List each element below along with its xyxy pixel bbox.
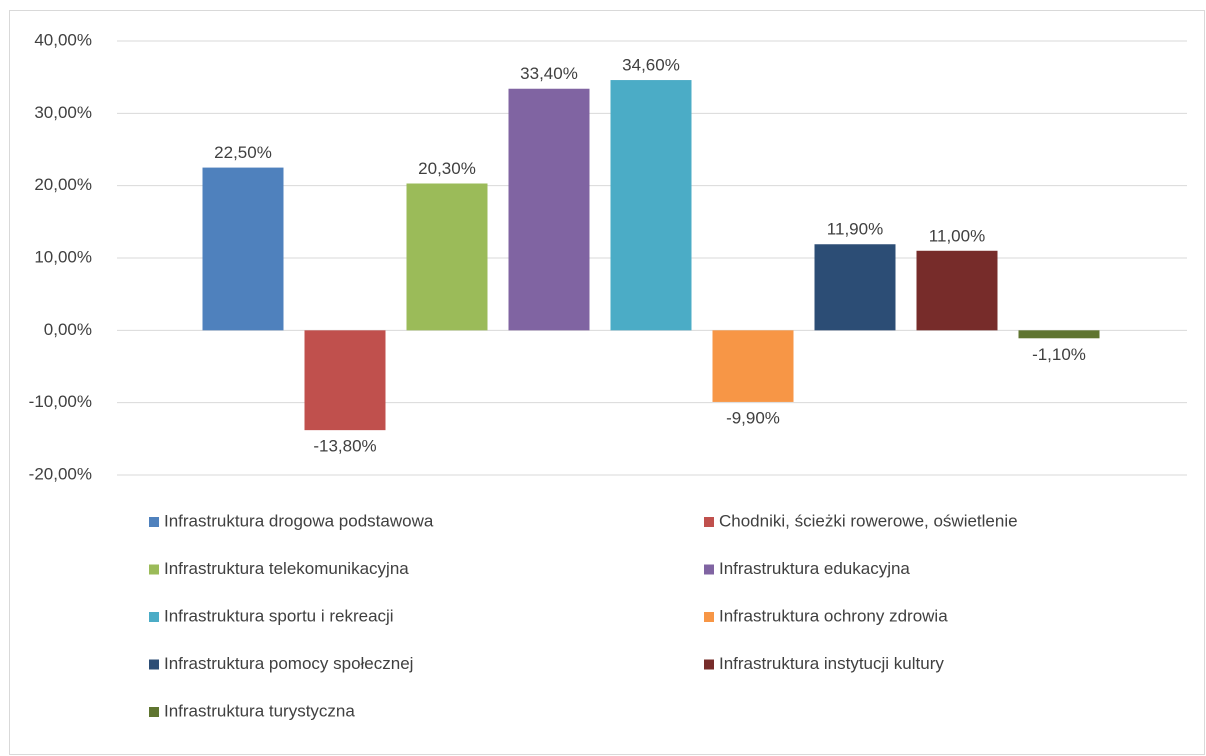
legend-label: Infrastruktura drogowa podstawowa [164,511,434,530]
legend-label: Infrastruktura sportu i rekreacji [164,606,394,625]
bar [406,183,488,331]
data-label: 20,30% [418,159,476,178]
chart-border [9,10,1205,755]
y-tick-label: -10,00% [29,392,92,411]
data-label: 11,00% [929,226,985,245]
legend-label: Chodniki, ścieżki rowerowe, oświetlenie [719,511,1018,530]
bar [814,244,896,331]
data-label: 33,40% [520,64,578,83]
bar [508,88,590,331]
y-tick-label: 30,00% [34,103,92,122]
legend-label: Infrastruktura instytucji kultury [719,654,944,673]
data-label: -9,90% [726,408,780,427]
legend-label: Infrastruktura telekomunikacyjna [164,559,409,578]
legend-swatch [149,564,159,575]
legend-swatch [704,564,714,575]
y-tick-label: 10,00% [34,247,92,266]
legend-swatch [149,517,159,527]
legend-swatch [704,612,714,622]
legend-swatch [704,659,714,670]
data-label: -13,80% [313,437,376,456]
legend-swatch [704,517,714,527]
y-tick-label: 0,00% [44,320,92,339]
data-label: 11,90% [827,220,883,239]
bar [610,80,692,331]
data-label: 34,60% [622,56,680,75]
y-tick-label: 40,00% [34,30,92,49]
legend-swatch [149,707,159,717]
data-label: 22,50% [214,143,272,162]
legend-swatch [149,612,159,622]
y-tick-label: 20,00% [34,175,92,194]
legend-label: Infrastruktura turystyczna [164,701,355,720]
bar [304,330,386,431]
bar [202,167,284,331]
legend-label: Infrastruktura pomocy społecznej [164,654,413,673]
legend-label: Infrastruktura edukacyjna [719,559,910,578]
data-label: -1,10% [1032,345,1086,364]
bar [1018,330,1100,339]
y-tick-label: -20,00% [29,464,92,483]
legend-swatch [149,659,159,670]
bar [712,330,794,402]
bar [916,250,998,331]
legend-label: Infrastruktura ochrony zdrowia [719,606,948,625]
